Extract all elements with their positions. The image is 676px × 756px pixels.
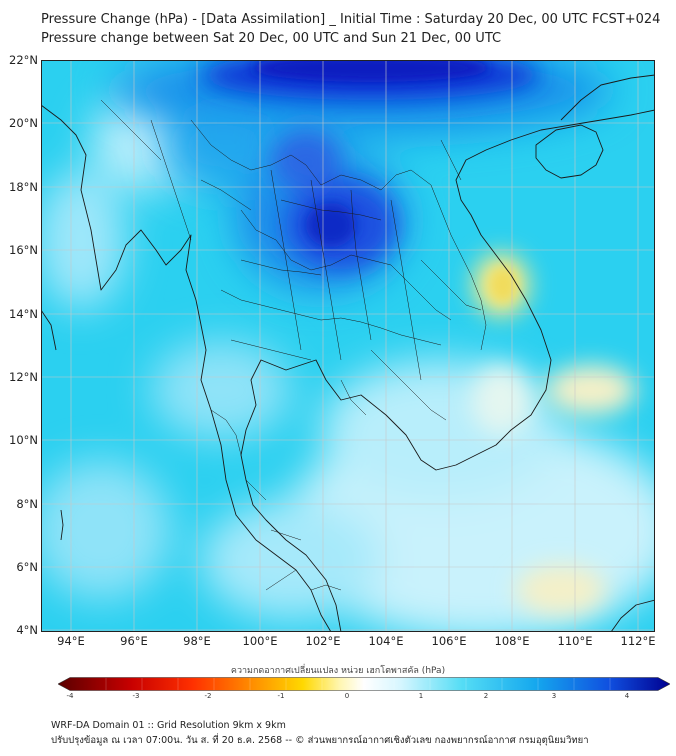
lon-label-110: 110°E <box>557 634 593 648</box>
lat-label-20: 20°N <box>9 116 38 130</box>
colorbar-tick: -4 <box>66 692 74 700</box>
admin-boundaries <box>100 99 487 591</box>
footer-domain-info: WRF-DA Domain 01 :: Grid Resolution 9km … <box>51 720 286 731</box>
chart-title: Pressure Change (hPa) - [Data Assimilati… <box>41 12 661 27</box>
colorbar-tick: -2 <box>204 692 212 700</box>
deep-pressure-fall <box>251 60 491 247</box>
lat-label-8: 8°N <box>16 497 38 511</box>
pressure-rise-core <box>489 267 517 303</box>
lat-label-4: 4°N <box>16 623 38 637</box>
lat-label-12: 12°N <box>9 370 38 384</box>
coastlines <box>41 74 655 632</box>
lat-label-14: 14°N <box>9 307 38 321</box>
coastline-mainland <box>41 104 332 632</box>
lon-label-106: 106°E <box>431 634 467 648</box>
coastline-hainan <box>535 124 604 179</box>
coastline-west <box>41 309 57 351</box>
coastline-borneo <box>610 599 655 632</box>
lat-label-6: 6°N <box>16 560 38 574</box>
colorbar <box>58 677 670 691</box>
colorbar-tick: 0 <box>344 692 350 700</box>
lon-label-104: 104°E <box>368 634 404 648</box>
lon-label-102: 102°E <box>305 634 341 648</box>
graticule <box>41 60 655 632</box>
lon-label-98: 98°E <box>183 634 211 648</box>
footer-credit: ปรับปรุงข้อมูล ณ เวลา 07:00น. วัน ส. ที่… <box>51 735 589 746</box>
lat-label-10: 10°N <box>9 433 38 447</box>
lat-label-18: 18°N <box>9 180 38 194</box>
colorbar-tick: 4 <box>624 692 630 700</box>
lon-label-96: 96°E <box>120 634 148 648</box>
lon-label-112: 112°E <box>620 634 656 648</box>
colorbar-gradient <box>58 677 670 691</box>
pressure-change-map <box>41 60 655 632</box>
lon-label-94: 94°E <box>57 634 85 648</box>
colorbar-tick: 2 <box>483 692 489 700</box>
colorbar-dividers <box>105 678 611 690</box>
map-svg <box>41 60 655 632</box>
colorbar-tick: 3 <box>551 692 557 700</box>
colorbar-tick: -1 <box>277 692 285 700</box>
colorbar-title: ความกดอากาศเปลี่ยนแปลง หน่วย เฮกโตพาสคัล… <box>230 666 446 676</box>
colorbar-tick: -3 <box>132 692 140 700</box>
coastline-south-china <box>560 74 655 121</box>
lat-label-22: 22°N <box>9 53 38 67</box>
coastline-gulf-thailand <box>240 109 655 632</box>
map-frame <box>41 60 655 632</box>
colorbar-tick: 1 <box>418 692 424 700</box>
lon-label-100: 100°E <box>242 634 278 648</box>
chart-subtitle: Pressure change between Sat 20 Dec, 00 U… <box>41 31 502 46</box>
coastline-andaman <box>60 509 64 541</box>
lat-label-16: 16°N <box>9 243 38 257</box>
lon-label-108: 108°E <box>494 634 530 648</box>
